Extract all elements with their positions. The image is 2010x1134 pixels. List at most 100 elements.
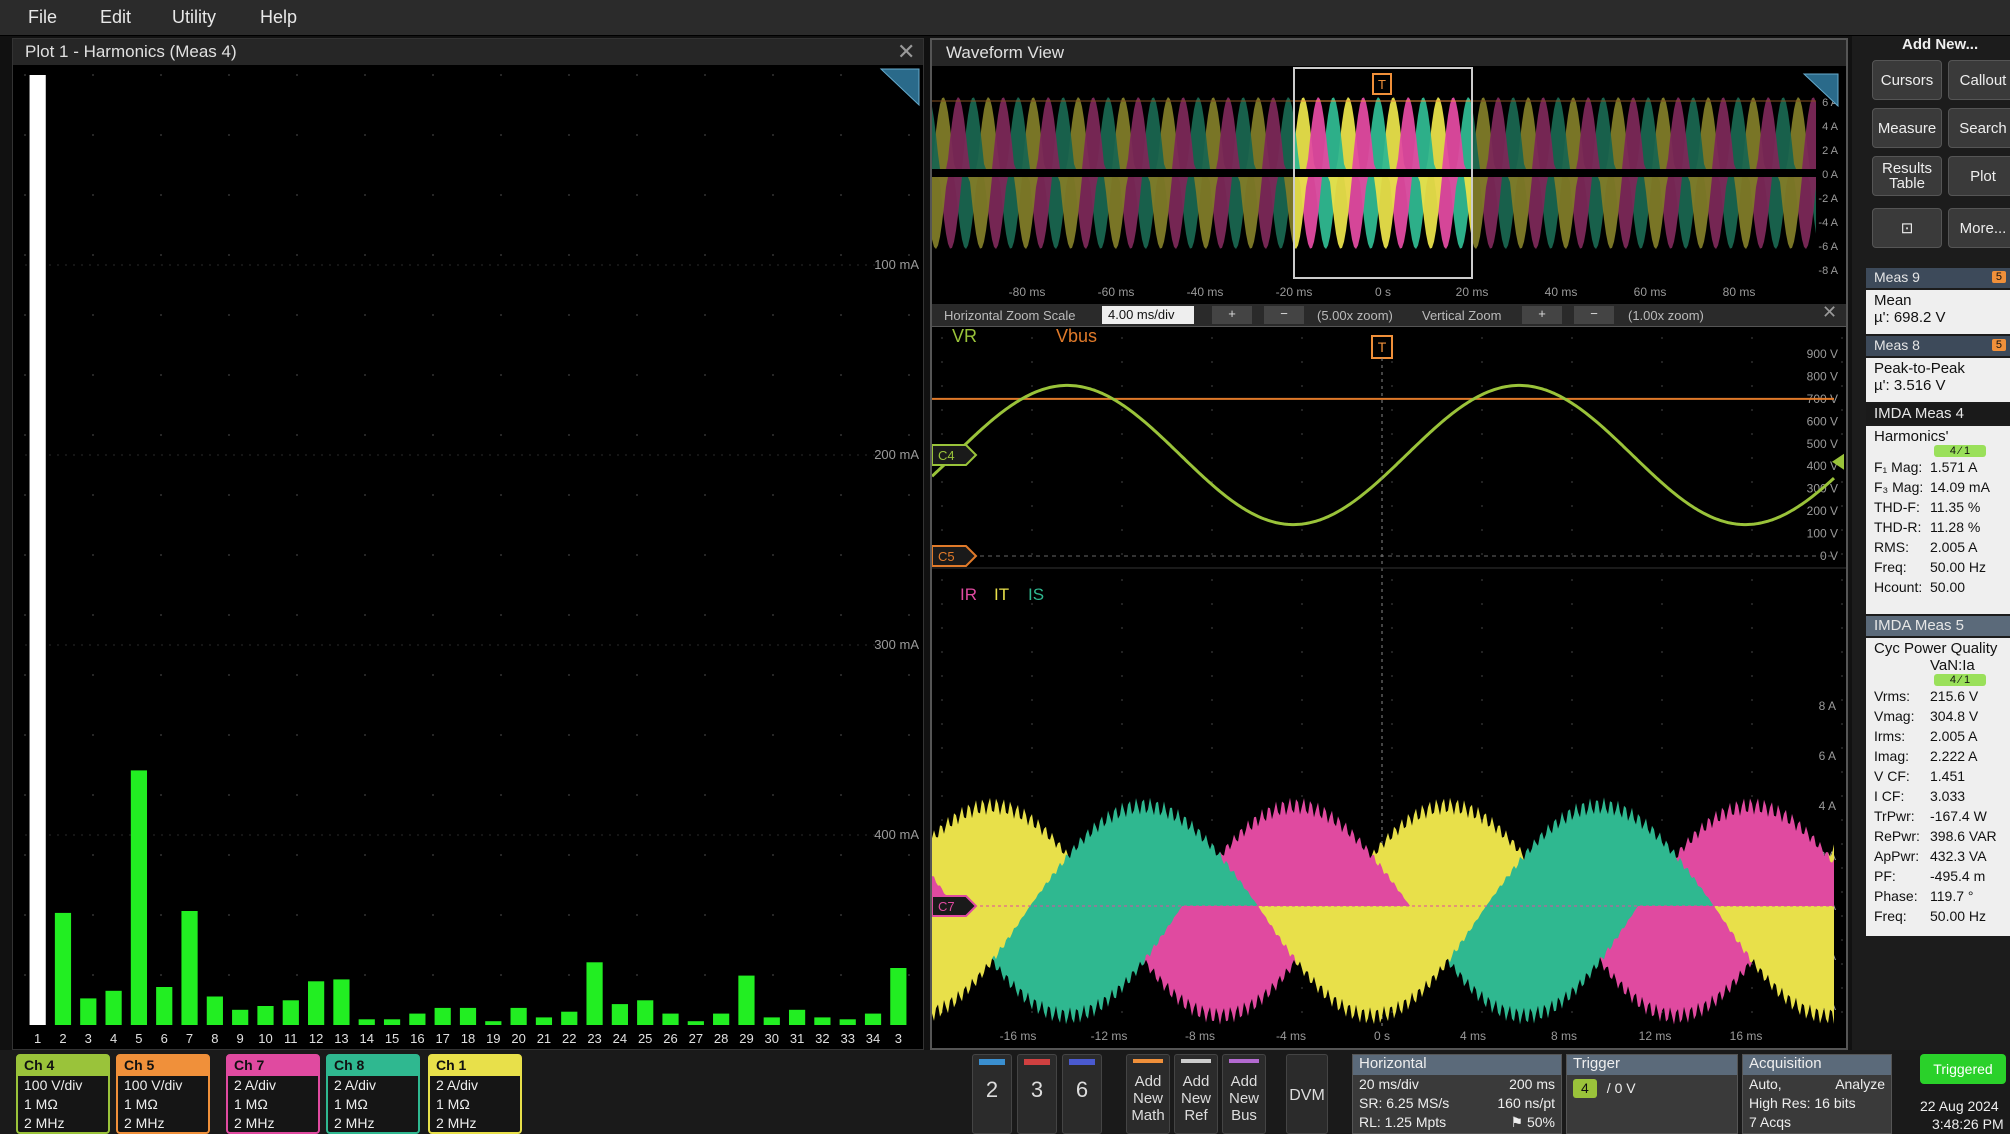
add-new-bus-button[interactable]: Add New Bus xyxy=(1222,1054,1266,1134)
callout-button[interactable]: Callout xyxy=(1948,60,2010,100)
grid-dot xyxy=(296,674,298,676)
plot-button[interactable]: Plot xyxy=(1948,156,2010,196)
grid-dot xyxy=(1121,723,1123,725)
measurement-key: Hcount: xyxy=(1874,579,1923,595)
horizontal-section[interactable]: Horizontal 20 ms/div 200 ms SR: 6.25 MS/s… xyxy=(1352,1054,1562,1134)
channel-6-button[interactable]: 6 xyxy=(1062,1054,1102,1134)
grid-dot xyxy=(1481,771,1483,773)
channel-badge-ch5[interactable]: Ch 5 100 V/div 1 MΩ 2 MHz xyxy=(116,1054,210,1134)
measure-button[interactable]: Measure xyxy=(1872,108,1942,148)
v-zoom-minus-button[interactable]: − xyxy=(1574,306,1614,324)
grid-dot xyxy=(772,914,774,916)
imda5-header[interactable]: IMDA Meas 5 xyxy=(1866,616,2010,636)
grid-dot xyxy=(704,554,706,556)
measurement-row: THD-R: 11.28 % xyxy=(1874,517,2002,537)
grid-dot xyxy=(1751,699,1753,701)
imda5-card[interactable]: Cyc Power Quality VaN:Ia 4 ⁄ 1 Vrms: 215.… xyxy=(1866,638,2010,936)
menu-file[interactable]: File xyxy=(28,7,58,27)
grid-dot xyxy=(1571,795,1573,797)
measurement-key: I CF: xyxy=(1874,788,1905,804)
search-button[interactable]: Search xyxy=(1948,108,2010,148)
meas8-card[interactable]: Peak-to-Peak µ': 3.516 V xyxy=(1866,358,2010,402)
harmonic-number-label: 32 xyxy=(815,1031,829,1046)
grid-dot xyxy=(941,627,943,629)
more-button[interactable]: More... xyxy=(1948,208,2010,248)
harmonic-bar xyxy=(257,1006,274,1025)
overview-current-trace xyxy=(932,177,1816,249)
zoom-icon[interactable]: ⊡ xyxy=(1872,208,1942,248)
meas9-card[interactable]: Mean µ': 698.2 V xyxy=(1866,290,2010,334)
v-zoom-plus-button[interactable]: + xyxy=(1522,306,1562,324)
grid-dot xyxy=(941,771,943,773)
grid-dot xyxy=(364,434,366,436)
add-new-math-button[interactable]: Add New Math xyxy=(1126,1054,1170,1134)
acq-count: 7 Acqs xyxy=(1749,1114,1792,1130)
harmonics-title: Plot 1 - Harmonics (Meas 4) xyxy=(25,42,237,61)
channel-badge-ch4[interactable]: Ch 4 100 V/div 1 MΩ 2 MHz xyxy=(16,1054,110,1134)
add-math-l2: New xyxy=(1132,1090,1163,1107)
meas8-header[interactable]: Meas 8 5 xyxy=(1866,336,2010,356)
harmonic-bar xyxy=(181,911,198,1025)
grid-dot xyxy=(1211,409,1213,411)
imda4-card[interactable]: Harmonics' 4 ⁄ 1 F₁ Mag: 1.571 A F₃ Mag: 14… xyxy=(1866,426,2010,614)
h-zoom-value[interactable]: 4.00 ms/div xyxy=(1102,306,1194,324)
results-table-button[interactable]: Results Table xyxy=(1872,156,1942,196)
grid-dot xyxy=(1301,747,1303,749)
menu-utility[interactable]: Utility xyxy=(172,7,216,27)
close-harmonics-icon[interactable]: ✕ xyxy=(897,39,916,64)
menu-edit[interactable]: Edit xyxy=(100,7,132,27)
grid-dot xyxy=(228,854,230,856)
grid-dot xyxy=(704,614,706,616)
dvm-button[interactable]: DVM xyxy=(1286,1054,1328,1134)
grid-dot xyxy=(364,914,366,916)
meas9-header[interactable]: Meas 9 5 xyxy=(1866,268,2010,288)
grid-dot xyxy=(941,675,943,677)
measurement-row: PF: -495.4 m xyxy=(1874,866,2002,886)
channel-2-button[interactable]: 2 xyxy=(972,1054,1012,1134)
harmonic-number-label: 31 xyxy=(790,1031,804,1046)
menu-help[interactable]: Help xyxy=(260,7,298,27)
voltage-y-tick: 800 V xyxy=(1807,369,1838,383)
grid-dot xyxy=(941,699,943,701)
grid-dot xyxy=(1121,433,1123,435)
acquisition-section[interactable]: Acquisition Auto, Analyze High Res: 16 bi… xyxy=(1742,1054,1892,1134)
meas8-badge: 5 xyxy=(1991,339,2006,351)
grid-dot xyxy=(160,74,162,76)
grid-dot xyxy=(1301,1011,1303,1013)
measurement-row: RePwr: 398.6 VAR xyxy=(1874,826,2002,846)
grid-dot xyxy=(908,434,910,436)
grid-dot xyxy=(1301,457,1303,459)
grid-dot xyxy=(1391,433,1393,435)
imda5-name: Cyc Power Quality xyxy=(1874,640,1998,657)
channel-3-button[interactable]: 3 xyxy=(1017,1054,1057,1134)
grid-dot xyxy=(92,614,94,616)
channel-6-label: 6 xyxy=(1075,1077,1089,1102)
h-zoom-plus-button[interactable]: + xyxy=(1212,306,1252,324)
harmonic-bar xyxy=(333,979,350,1025)
grid-dot xyxy=(1211,771,1213,773)
grid-dot xyxy=(1391,675,1393,677)
measurement-value: 50.00 Hz xyxy=(1930,908,1987,924)
measurement-key: THD-R: xyxy=(1874,519,1922,535)
grid-dot xyxy=(908,554,910,556)
harmonic-number-label: 24 xyxy=(613,1031,627,1046)
add-new-ref-button[interactable]: Add New Ref xyxy=(1174,1054,1218,1134)
grid-dot xyxy=(228,494,230,496)
grid-dot xyxy=(92,74,94,76)
waveform-display[interactable]: -80 ms -60 ms -40 ms -20 ms 0 s 20 ms 40 ms 60 … xyxy=(932,66,1846,1048)
grid-dot xyxy=(24,194,26,196)
trigger-section[interactable]: Trigger 4 / 0 V xyxy=(1566,1054,1738,1134)
grid-dot xyxy=(840,794,842,796)
cursors-button[interactable]: Cursors xyxy=(1872,60,1942,100)
h-zoom-minus-button[interactable]: − xyxy=(1264,306,1304,324)
imda4-header[interactable]: IMDA Meas 4 xyxy=(1866,404,2010,424)
grid-dot xyxy=(1751,529,1753,531)
grid-dot xyxy=(1481,553,1483,555)
close-zoom-icon[interactable]: ✕ xyxy=(1822,302,1838,322)
grid-dot xyxy=(160,734,162,736)
grid-dot xyxy=(1661,409,1663,411)
grid-dot xyxy=(1661,433,1663,435)
